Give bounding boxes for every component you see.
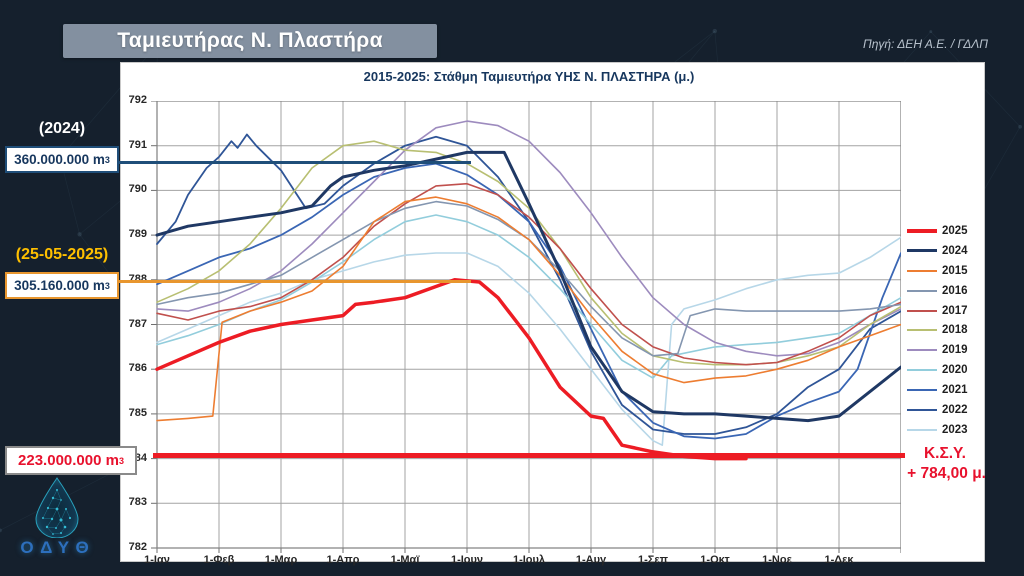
legend-item-2021: 2021 bbox=[907, 380, 983, 400]
x-tick-3: 1-Μαρ bbox=[264, 554, 298, 566]
chart-title: 2015-2025: Στάθμη Ταμιευτήρα ΥΗΣ Ν. ΠΛΑΣ… bbox=[363, 69, 695, 84]
legend-label-2020: 2020 bbox=[942, 364, 968, 377]
y-tick-782: 782 bbox=[128, 541, 147, 553]
y-tick-786: 786 bbox=[128, 362, 147, 375]
legend-label-2015: 2015 bbox=[942, 264, 968, 277]
legend-item-2016: 2016 bbox=[907, 281, 983, 301]
legend-swatch-2015 bbox=[907, 269, 937, 272]
legend-label-2025: 2025 bbox=[942, 224, 968, 237]
legend-label-2019: 2019 bbox=[942, 344, 968, 357]
y-tick-791: 791 bbox=[128, 138, 147, 151]
logo-wordmark: ΟΔΥΘ bbox=[20, 538, 96, 557]
legend-item-2020: 2020 bbox=[907, 360, 983, 380]
series-line-2015 bbox=[156, 196, 901, 422]
legend-item-2023: 2023 bbox=[907, 420, 983, 440]
legend-label-2016: 2016 bbox=[942, 284, 968, 297]
ksy-label: Κ.Σ.Υ. + 784,00 μ. bbox=[907, 445, 986, 482]
legend-swatch-2021 bbox=[907, 389, 937, 392]
series-line-2022 bbox=[156, 133, 901, 435]
legend-swatch-2024 bbox=[907, 249, 937, 253]
legend-label-2017: 2017 bbox=[942, 304, 968, 317]
series-line-2019 bbox=[156, 120, 901, 357]
plot-area bbox=[151, 101, 901, 553]
series-line-2016 bbox=[156, 200, 901, 357]
legend-label-2023: 2023 bbox=[942, 423, 968, 436]
legend-swatch-2020 bbox=[907, 369, 937, 372]
annotation-year-2024: (2024) bbox=[38, 120, 86, 137]
legend-swatch-2019 bbox=[907, 349, 937, 352]
legend-swatch-2025 bbox=[907, 229, 937, 233]
series-line-2017 bbox=[156, 182, 901, 366]
x-tick-1: 1-Ιαν bbox=[144, 554, 170, 566]
x-tick-8: 1-Αυγ bbox=[575, 554, 607, 566]
x-tick-5: 1-Μαϊ bbox=[390, 554, 420, 566]
x-tick-7: 1-Ιουλ bbox=[512, 554, 546, 566]
y-tick-787: 787 bbox=[128, 317, 147, 330]
source-credit: Πηγή: ΔΕΗ Α.Ε. / ΓΔΛΠ bbox=[863, 37, 988, 51]
x-tick-11: 1-Νοε bbox=[762, 554, 792, 566]
x-tick-12: 1-Δεκ bbox=[824, 554, 854, 566]
series-line-2020 bbox=[156, 214, 901, 379]
x-tick-10: 1-Οκτ bbox=[700, 554, 730, 566]
series-line-2024 bbox=[155, 150, 901, 423]
legend-label-2021: 2021 bbox=[942, 384, 968, 397]
y-tick-790: 790 bbox=[128, 183, 147, 196]
chart-panel: 2015-2025: Στάθμη Ταμιευτήρα ΥΗΣ Ν. ΠΛΑΣ… bbox=[120, 62, 985, 566]
series-line-2023 bbox=[156, 236, 901, 447]
legend-swatch-2023 bbox=[907, 428, 937, 431]
legend-item-2024: 2024 bbox=[907, 241, 983, 261]
legend-item-2019: 2019 bbox=[907, 340, 983, 360]
legend-label-2024: 2024 bbox=[942, 244, 968, 257]
slide-title-bar: Ταμιευτήρας Ν. Πλαστήρα bbox=[63, 24, 437, 58]
legend-label-2022: 2022 bbox=[942, 403, 968, 416]
water-drop-logo-icon bbox=[35, 477, 79, 538]
y-tick-792: 792 bbox=[128, 94, 147, 106]
chart-legend: 2025 2024 2015 2016 2017 2018 2019 2020 2021 2022… bbox=[907, 221, 983, 440]
y-tick-789: 789 bbox=[128, 228, 147, 241]
x-tick-2: 1-Φεβ bbox=[203, 554, 235, 566]
legend-swatch-2022 bbox=[907, 408, 937, 411]
legend-item-2022: 2022 bbox=[907, 400, 983, 420]
legend-swatch-2016 bbox=[907, 289, 937, 292]
volume-2024-level-line bbox=[119, 161, 471, 165]
x-tick-6: 1-Ιουν bbox=[450, 554, 484, 566]
legend-swatch-2017 bbox=[907, 309, 937, 312]
legend-item-2015: 2015 bbox=[907, 261, 983, 281]
annotation-date-2025: (25-05-2025) bbox=[15, 246, 109, 263]
volume-2025-level-line bbox=[119, 279, 471, 283]
y-tick-783: 783 bbox=[128, 496, 147, 509]
series-line-2021 bbox=[156, 162, 901, 440]
legend-item-2025: 2025 bbox=[907, 221, 983, 241]
x-tick-9: 1-Σεπ bbox=[637, 554, 669, 566]
y-tick-785: 785 bbox=[128, 406, 147, 419]
legend-item-2017: 2017 bbox=[907, 301, 983, 321]
legend-label-2018: 2018 bbox=[942, 324, 968, 337]
slide-title: Ταμιευτήρας Ν. Πλαστήρα bbox=[117, 29, 383, 52]
ksy-784-line bbox=[153, 452, 905, 458]
legend-swatch-2018 bbox=[907, 329, 937, 332]
legend-item-2018: 2018 bbox=[907, 320, 983, 340]
x-tick-4: 1-Απρ bbox=[326, 554, 360, 566]
